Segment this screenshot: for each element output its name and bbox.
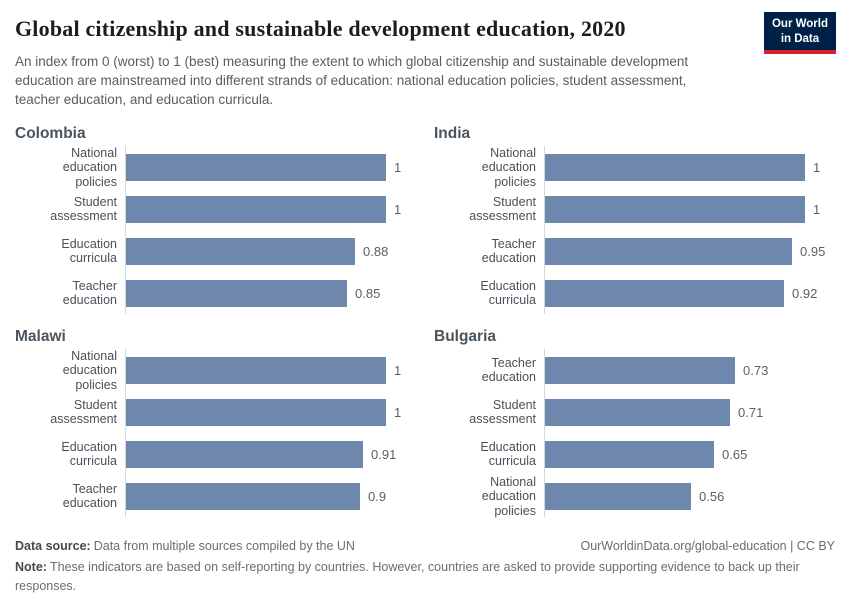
panel-body: National education policies Student asse… <box>15 146 416 315</box>
bar-value-label: 0.71 <box>738 404 764 420</box>
bar-malawi-teacher-education[interactable] <box>126 482 360 510</box>
bar-india-education-curricula[interactable] <box>545 279 784 307</box>
panel-title-bulgaria: Bulgaria <box>434 328 497 346</box>
bar-row: 1 <box>545 188 835 230</box>
bar-label: National education policies <box>481 474 536 518</box>
bar-label: Teacher education <box>62 482 117 511</box>
chart-panel-india: India National education policies Studen… <box>434 125 835 315</box>
bar-colombia-education-curricula[interactable] <box>126 237 355 265</box>
bar-row: 1 <box>545 146 835 188</box>
bar-value-label: 0.91 <box>371 446 397 462</box>
chart-panel-colombia: Colombia National education policies Stu… <box>15 125 416 315</box>
panel-title-colombia: Colombia <box>15 125 86 143</box>
bar-malawi-student-assessment[interactable] <box>126 398 386 426</box>
bar-label: Teacher education <box>62 279 117 308</box>
bar-label: Education curricula <box>61 237 117 266</box>
bar-label: National education policies <box>62 348 117 392</box>
chart-footer: Data source: Data from multiple sources c… <box>15 537 835 595</box>
bar-bulgaria-teacher-education[interactable] <box>545 356 735 384</box>
bar-row: 0.71 <box>545 391 835 433</box>
bar-row: 1 <box>126 349 416 391</box>
owid-logo-line2: in Data <box>780 32 820 45</box>
plot-area: 0.73 0.71 0.65 0.56 <box>544 349 835 518</box>
data-source: Data source: Data from multiple sources c… <box>15 537 355 556</box>
plot-area: 1 1 0.91 0.9 <box>125 349 416 518</box>
bar-label: National education policies <box>481 145 536 189</box>
citation-link[interactable]: OurWorldinData.org/global-education | CC… <box>580 539 835 554</box>
bar-bulgaria-education-curricula[interactable] <box>545 440 714 468</box>
footnote-label: Note: <box>15 560 47 575</box>
bar-value-label: 1 <box>394 159 402 175</box>
bar-value-label: 1 <box>813 201 821 217</box>
bar-row: 0.56 <box>545 475 835 517</box>
bar-row: 0.9 <box>126 475 416 517</box>
panel-body: Teacher education Student assessment Edu… <box>434 349 835 518</box>
footnote: Note: These indicators are based on self-… <box>15 558 835 596</box>
bar-value-label: 1 <box>394 362 402 378</box>
plot-area: 1 1 0.95 0.92 <box>544 146 835 315</box>
data-source-label: Data source: <box>15 539 91 554</box>
bar-label: Teacher education <box>481 237 536 266</box>
bar-value-label: 0.92 <box>792 285 818 301</box>
bar-row: 0.95 <box>545 230 835 272</box>
bar-colombia-student-assessment[interactable] <box>126 195 386 223</box>
chart-panel-bulgaria: Bulgaria Teacher education Student asses… <box>434 328 835 517</box>
plot-area: 1 1 0.88 0.85 <box>125 146 416 315</box>
small-multiples-grid: Colombia National education policies Stu… <box>15 125 835 517</box>
bar-row: 0.65 <box>545 433 835 475</box>
bar-value-label: 0.9 <box>368 488 387 504</box>
bar-row: 1 <box>126 188 416 230</box>
footnote-text: These indicators are based on self-repor… <box>15 560 800 593</box>
bar-value-label: 0.88 <box>363 243 389 259</box>
bar-row: 0.85 <box>126 272 416 314</box>
bar-value-label: 0.65 <box>722 446 748 462</box>
chart-title: Global citizenship and sustainable devel… <box>15 16 626 41</box>
bar-value-label: 1 <box>394 404 402 420</box>
panel-body: National education policies Student asse… <box>434 146 835 315</box>
chart-panel-malawi: Malawi National education policies Stude… <box>15 328 416 518</box>
bar-row: 0.88 <box>126 230 416 272</box>
panel-body: National education policies Student asse… <box>15 349 416 518</box>
bar-india-national-education-policies[interactable] <box>545 153 805 181</box>
bar-malawi-education-curricula[interactable] <box>126 440 363 468</box>
axis-labels: Teacher education Student assessment Edu… <box>434 349 544 518</box>
bar-bulgaria-student-assessment[interactable] <box>545 398 730 426</box>
bar-value-label: 1 <box>813 159 821 175</box>
axis-labels: National education policies Student asse… <box>15 146 125 314</box>
bar-label: Student assessment <box>50 398 117 427</box>
bar-label: Student assessment <box>469 195 536 224</box>
bar-row: 0.92 <box>545 272 835 314</box>
owid-logo: Our World in Data <box>763 12 836 54</box>
bar-row: 1 <box>126 391 416 433</box>
bar-row: 1 <box>126 146 416 188</box>
bar-india-student-assessment[interactable] <box>545 195 805 223</box>
bar-label: Education curricula <box>480 440 536 469</box>
bar-label: Teacher education <box>481 356 536 385</box>
bar-label: Education curricula <box>480 279 536 308</box>
bar-value-label: 0.56 <box>699 488 725 504</box>
bar-value-label: 0.73 <box>743 362 769 378</box>
bar-malawi-national-education-policies[interactable] <box>126 356 386 384</box>
chart-subtitle: An index from 0 (worst) to 1 (best) meas… <box>15 54 689 108</box>
bar-value-label: 1 <box>394 201 402 217</box>
bar-label: Student assessment <box>469 398 536 427</box>
bar-label: Student assessment <box>50 195 117 224</box>
bar-colombia-national-education-policies[interactable] <box>126 153 386 181</box>
bar-row: 0.73 <box>545 349 835 391</box>
bar-bulgaria-national-education-policies[interactable] <box>545 482 691 510</box>
bar-label: Education curricula <box>61 440 117 469</box>
bar-colombia-teacher-education[interactable] <box>126 279 347 307</box>
bar-value-label: 0.85 <box>355 285 381 301</box>
bar-row: 0.91 <box>126 433 416 475</box>
bar-india-teacher-education[interactable] <box>545 237 792 265</box>
panel-title-malawi: Malawi <box>15 328 66 346</box>
panel-title-india: India <box>434 125 471 143</box>
data-source-text: Data from multiple sources compiled by t… <box>93 539 355 554</box>
axis-labels: National education policies Student asse… <box>434 146 544 314</box>
owid-logo-line1: Our World <box>771 18 828 30</box>
bar-value-label: 0.95 <box>800 243 826 259</box>
axis-labels: National education policies Student asse… <box>15 349 125 517</box>
bar-label: National education policies <box>62 145 117 189</box>
